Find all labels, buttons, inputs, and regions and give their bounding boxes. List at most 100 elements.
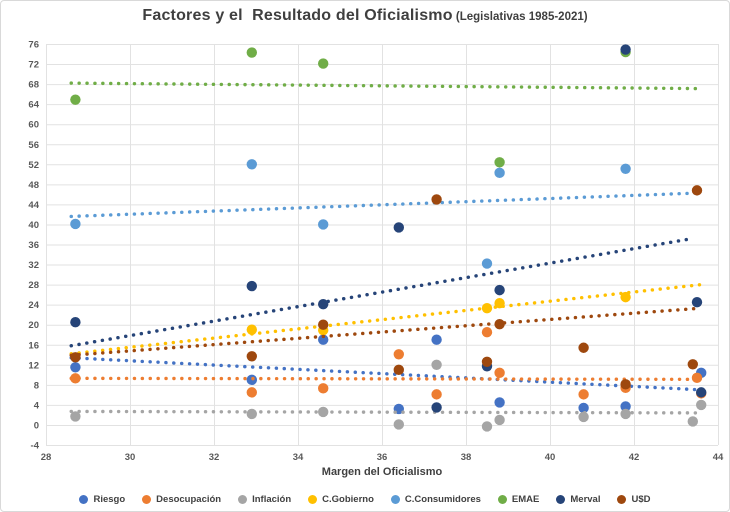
svg-text:76: 76 — [28, 40, 39, 51]
legend-label: Desocupación — [156, 494, 222, 505]
point-Riesgo — [318, 334, 329, 345]
svg-text:34: 34 — [293, 452, 304, 463]
point-Desocupación — [70, 373, 81, 384]
chart-title-row: Factores y el Resultado del Oficialismo … — [1, 7, 729, 25]
point-U$D — [494, 318, 505, 330]
legend-label: Inflación — [252, 494, 292, 505]
point-Merval — [696, 387, 707, 398]
point-U$D — [481, 356, 493, 367]
series-Riesgo — [69, 334, 707, 415]
series-EMAE — [69, 46, 703, 168]
svg-text:-4: -4 — [31, 441, 40, 452]
chart-subtitle-text: (Legislativas 1985-2021) — [455, 11, 588, 23]
point-U$D — [431, 194, 442, 205]
legend-marker-icon — [556, 495, 566, 504]
legend-marker-icon — [390, 495, 400, 504]
point-C.Consumidores — [494, 167, 505, 179]
point-Merval — [431, 402, 442, 413]
svg-text:60: 60 — [28, 120, 39, 131]
trendline-Desocupación — [69, 376, 703, 382]
point-Riesgo — [620, 401, 631, 412]
trendline-Merval — [69, 236, 695, 348]
point-U$D — [246, 351, 257, 362]
legend-label: Merval — [570, 494, 601, 505]
legend-item-Riesgo: Riesgo — [79, 494, 125, 505]
legend-label: Riesgo — [93, 494, 126, 505]
legend-label: C.Gobierno — [322, 494, 374, 505]
legend-label: C.Consumidores — [404, 494, 481, 505]
trendline-C.Consumidores — [69, 191, 703, 219]
svg-text:32: 32 — [209, 452, 220, 463]
point-U$D — [687, 359, 698, 370]
point-Inflación — [620, 408, 631, 420]
svg-text:28: 28 — [41, 452, 52, 463]
point-Merval — [691, 296, 703, 308]
svg-text:20: 20 — [28, 320, 39, 331]
point-Inflación — [687, 416, 698, 427]
svg-text:40: 40 — [28, 220, 39, 231]
point-EMAE — [70, 94, 81, 105]
trendline-C.Gobierno — [69, 282, 703, 356]
svg-text:16: 16 — [28, 340, 39, 351]
trendline-EMAE — [69, 81, 703, 91]
point-Desocupación — [494, 367, 505, 379]
series-C.Gobierno — [69, 282, 703, 356]
point-Merval — [318, 298, 329, 310]
svg-text:44: 44 — [28, 200, 39, 211]
svg-text:36: 36 — [377, 452, 388, 463]
point-C.Consumidores — [620, 163, 631, 175]
point-U$D — [691, 185, 703, 196]
legend-label: U$D — [631, 494, 651, 505]
svg-text:24: 24 — [28, 300, 39, 311]
svg-text:68: 68 — [28, 80, 39, 91]
point-C.Gobierno — [481, 302, 493, 314]
point-EMAE — [318, 58, 329, 69]
svg-text:8: 8 — [34, 380, 39, 391]
point-Merval — [393, 222, 404, 233]
svg-text:28: 28 — [28, 280, 39, 291]
point-Merval — [70, 316, 81, 328]
point-Inflación — [696, 399, 707, 411]
legend-marker-icon — [79, 495, 89, 504]
legend-item-Desocupación: Desocupación — [142, 494, 221, 505]
legend-marker-icon — [617, 495, 627, 504]
point-C.Consumidores — [318, 219, 329, 230]
svg-text:4: 4 — [34, 400, 40, 411]
svg-text:36: 36 — [28, 240, 39, 251]
svg-text:44: 44 — [713, 452, 724, 463]
point-Desocupación — [578, 389, 589, 400]
gridlines — [46, 44, 719, 446]
point-C.Gobierno — [620, 291, 631, 303]
legend-item-C.Consumidores: C.Consumidores — [390, 494, 481, 505]
point-C.Gobierno — [246, 324, 257, 335]
point-Merval — [246, 280, 257, 292]
legend-item-C.Gobierno: C.Gobierno — [308, 494, 374, 505]
svg-text:32: 32 — [28, 260, 39, 271]
svg-text:48: 48 — [28, 180, 39, 191]
svg-text:56: 56 — [28, 140, 39, 151]
point-Merval — [494, 284, 505, 296]
point-EMAE — [246, 47, 257, 58]
series-U$D — [69, 185, 703, 390]
legend-marker-icon — [497, 495, 507, 504]
svg-text:40: 40 — [545, 452, 556, 463]
point-C.Consumidores — [246, 159, 257, 170]
svg-text:64: 64 — [28, 100, 39, 111]
point-Desocupación — [318, 383, 329, 394]
svg-text:52: 52 — [28, 160, 39, 171]
series-Merval — [69, 44, 707, 413]
point-Riesgo — [431, 334, 442, 345]
point-Desocupación — [393, 349, 404, 360]
legend-item-U$D: U$D — [617, 494, 651, 505]
point-C.Gobierno — [494, 297, 505, 309]
series-C.Consumidores — [69, 159, 703, 269]
chart-title: Factores y el Resultado del Oficialismo — [142, 7, 453, 24]
svg-text:0: 0 — [34, 420, 39, 431]
point-U$D — [70, 352, 81, 363]
x-axis-ticks: 28 30 32 34 36 38 40 42 44 — [41, 452, 724, 463]
svg-text:12: 12 — [28, 360, 39, 371]
svg-text:30: 30 — [125, 452, 136, 463]
legend-label: EMAE — [511, 494, 540, 505]
